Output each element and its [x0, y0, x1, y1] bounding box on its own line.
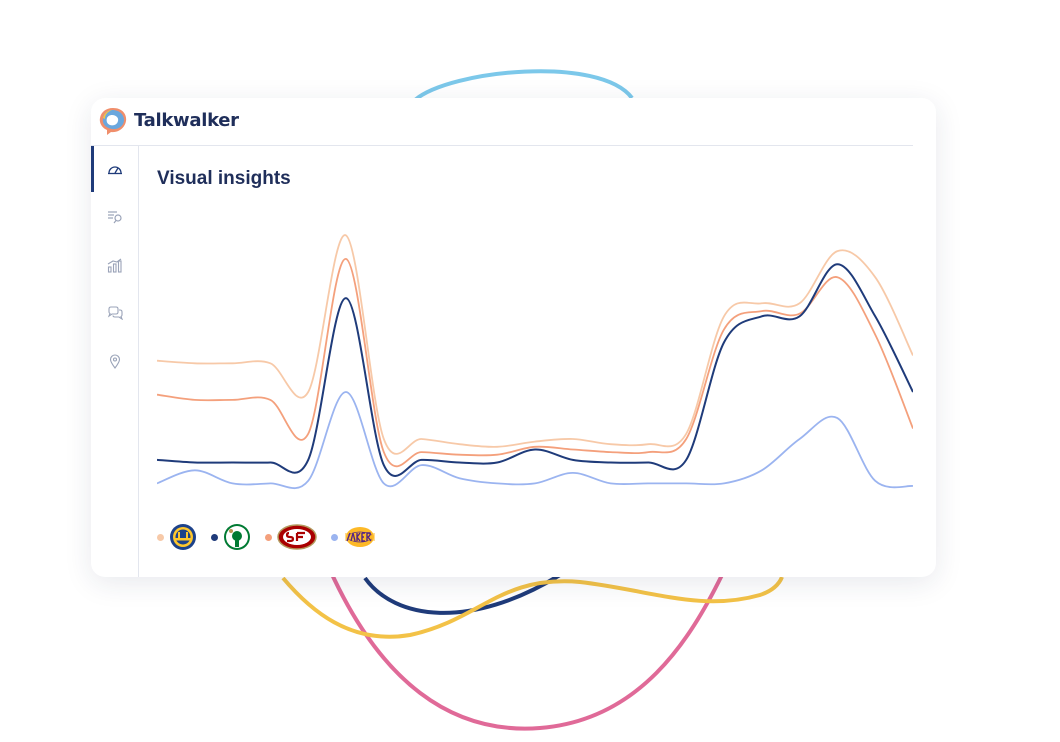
- sidebar-item-location[interactable]: [91, 338, 138, 384]
- series-line-golden-state-warriors: [157, 234, 913, 455]
- sidebar-item-dashboard[interactable]: [91, 146, 138, 192]
- blue-arc: [413, 69, 634, 102]
- sidebar-item-analytics[interactable]: [91, 242, 138, 288]
- legend-swatch: [331, 533, 338, 541]
- bar-chart-icon: [107, 258, 122, 273]
- legend-swatch: [157, 533, 164, 541]
- 49ers-logo: [277, 524, 317, 550]
- brand-name: Talkwalker: [134, 110, 239, 131]
- navy-curve: [363, 573, 562, 615]
- sidebar: [91, 146, 139, 577]
- series-line-san-francisco-49ers: [157, 257, 913, 468]
- page-title: Visual insights: [157, 168, 291, 189]
- sidebar-item-search[interactable]: [91, 194, 138, 240]
- sidebar-item-conversations[interactable]: [91, 290, 138, 336]
- legend-item-celtics[interactable]: [211, 523, 251, 551]
- celtics-logo: [224, 524, 250, 550]
- pink-curve: [328, 569, 724, 731]
- series-line-boston-celtics: [157, 263, 913, 477]
- legend-item-lakers[interactable]: [331, 523, 377, 551]
- legend-item-warriors[interactable]: [157, 523, 197, 551]
- search-list-icon: [107, 211, 122, 224]
- location-pin-icon: [109, 353, 120, 369]
- line-chart: [157, 234, 913, 490]
- warriors-logo: [170, 524, 196, 550]
- legend-swatch: [211, 533, 218, 541]
- legend-swatch: [265, 533, 272, 541]
- top-bar: Talkwalker: [91, 98, 913, 146]
- chat-bubbles-icon: [107, 306, 123, 320]
- yellow-curve: [281, 576, 784, 639]
- dashboard-card: Talkwalker: [91, 98, 936, 577]
- dashboard-gauge-icon: [107, 166, 122, 175]
- series-line-los-angeles-lakers: [157, 391, 913, 490]
- talkwalker-logo-icon: [99, 108, 127, 135]
- chart-legend: [157, 518, 391, 556]
- legend-item-49ers[interactable]: [265, 523, 317, 551]
- lakers-logo: [345, 527, 375, 547]
